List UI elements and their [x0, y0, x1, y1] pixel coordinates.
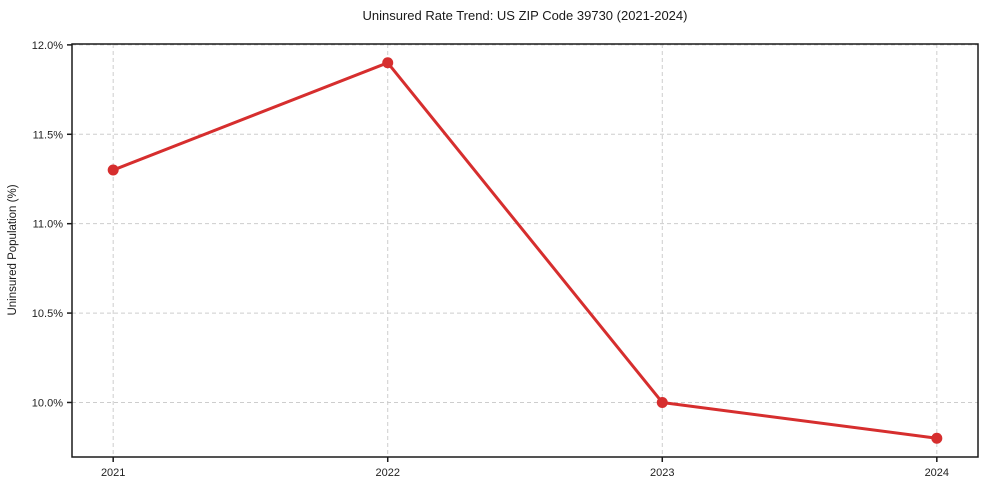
x-tick-label: 2023	[650, 467, 674, 479]
trend-line-series	[107, 57, 943, 444]
y-axis-label: Uninsured Population (%)	[7, 184, 19, 315]
data-point-marker	[931, 432, 943, 444]
trend-line	[111, 61, 939, 440]
y-tick-label: 11.0%	[33, 219, 64, 231]
axis-tick-marks	[67, 44, 938, 462]
x-tick-label: 2021	[101, 467, 125, 479]
chart-title: Uninsured Rate Trend: US ZIP Code 39730 …	[363, 8, 688, 23]
data-point-marker	[382, 57, 394, 69]
axis-tick-labels: 10.0% 10.5% 11.0% 11.5% 12.0% 2021 2022 2023 202…	[32, 40, 949, 479]
gridlines	[72, 44, 978, 457]
data-point-marker	[107, 164, 119, 176]
y-tick-label: 10.5%	[32, 308, 63, 320]
data-point-marker	[656, 396, 668, 408]
x-tick-label: 2024	[925, 467, 949, 479]
y-tick-label: 10.0%	[32, 397, 63, 409]
y-tick-label: 12.0%	[32, 40, 63, 52]
y-tick-label: 11.5%	[33, 129, 64, 141]
x-tick-label: 2022	[375, 467, 399, 479]
plot-border	[71, 43, 979, 458]
